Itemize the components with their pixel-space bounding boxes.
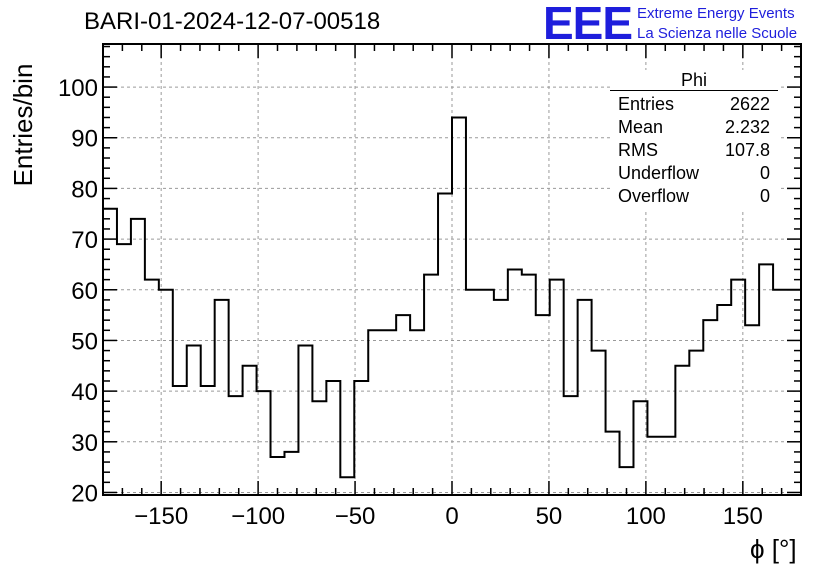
stats-row-entries: Entries 2622 [610,93,778,116]
histogram-bin [298,346,312,495]
y-tick-label: 60 [71,278,98,305]
histogram-bin [340,477,354,495]
stats-box-background [610,70,778,210]
histogram-bin [438,193,452,495]
histogram-bin [480,290,494,495]
histogram-bin [494,300,508,495]
x-tick-label: 100 [626,503,666,530]
y-tick-label: 90 [71,126,98,153]
histogram-bin [466,290,480,495]
y-tick-label: 30 [71,430,98,457]
histogram-bin [731,280,745,495]
histogram-bin [159,290,173,495]
histogram-bin [522,275,536,495]
x-tick-label: −50 [335,503,376,530]
stats-title: Phi [610,70,778,91]
histogram-bin [424,275,438,495]
histogram-bin [452,117,466,495]
histogram-bin [396,315,410,495]
chart-title: BARI-01-2024-12-07-00518 [84,8,381,35]
x-tick-label: −100 [231,503,285,530]
histogram-bin [229,396,243,495]
stats-label: Mean [618,117,664,137]
histogram-bin [759,264,773,495]
y-tick-label: 40 [71,379,98,406]
y-tick-label: 20 [71,480,98,507]
stats-label: RMS [618,140,658,160]
histogram-bin [689,351,703,495]
y-tick-label: 50 [71,328,98,355]
histogram-bin [354,381,368,495]
x-tick-label: 150 [723,503,763,530]
histogram-bin [131,219,145,495]
histogram-bin [675,366,689,495]
histogram-bin [508,270,522,496]
stats-row-rms: RMS 107.8 [610,139,778,162]
histogram-bin [703,320,717,495]
histogram-bin [647,437,661,495]
stats-row-overflow: Overflow 0 [610,185,778,208]
histogram-bin [661,437,675,495]
stats-label: Overflow [618,186,690,206]
histogram-bin [201,386,215,495]
x-tick-label: 0 [445,503,458,530]
histogram-bin [606,432,620,495]
histogram-bin [410,330,424,495]
histogram-bin [326,381,340,495]
histogram-series [103,116,801,496]
histogram-bin [368,330,382,495]
histogram-bin [257,391,271,495]
histogram-bin [117,244,131,495]
eee-logo: EEE [543,0,633,49]
logo-line-1: Extreme Energy Events [637,5,795,22]
histogram-bin [187,346,201,495]
histogram-bin [550,280,564,495]
histogram-bin [745,325,759,495]
x-tick-label: −150 [134,503,188,530]
stats-label: Underflow [618,163,700,183]
stats-label: Entries [618,94,675,114]
histogram-bin [633,401,647,495]
histogram-bin [243,366,257,495]
stats-value: 0 [759,186,770,206]
stats-box: Phi Entries 2622 Mean 2.232 RMS 107.8 Un… [610,70,778,208]
y-axis-ticks: 20 30 40 50 60 70 80 90 100 [58,45,801,507]
stats-row-mean: Mean 2.232 [610,116,778,139]
histogram-bin [536,315,550,495]
histogram-bin [145,280,159,495]
histogram-bin [773,290,787,495]
histogram-bin [173,386,187,495]
histogram-bin [564,396,578,495]
y-tick-label: 70 [71,227,98,254]
histogram-bin [578,300,592,495]
x-tick-label: 50 [536,503,563,530]
x-axis-ticks: −150 −100 −50 0 50 100 150 [102,44,802,530]
stats-value: 0 [759,163,770,183]
histogram-line [103,116,801,479]
y-tick-label: 80 [71,176,98,203]
stats-value: 107.8 [724,140,770,160]
logo-caption: Extreme Energy Events La Scienza nelle S… [637,4,797,44]
histogram-bin [592,351,606,495]
stats-row-underflow: Underflow 0 [610,162,778,185]
logo-line-2: La Scienza nelle Scuole [637,25,798,42]
histogram-bin [312,401,326,495]
y-axis-label: Entries/bin [8,63,38,187]
histogram-bin [215,300,229,495]
y-tick-label: 100 [58,75,98,102]
stats-value: 2.232 [724,117,770,137]
x-axis-label: ϕ [°] [750,534,797,564]
stats-value: 2622 [729,94,770,114]
histogram-bin [717,305,731,495]
histogram-bin [382,330,396,495]
